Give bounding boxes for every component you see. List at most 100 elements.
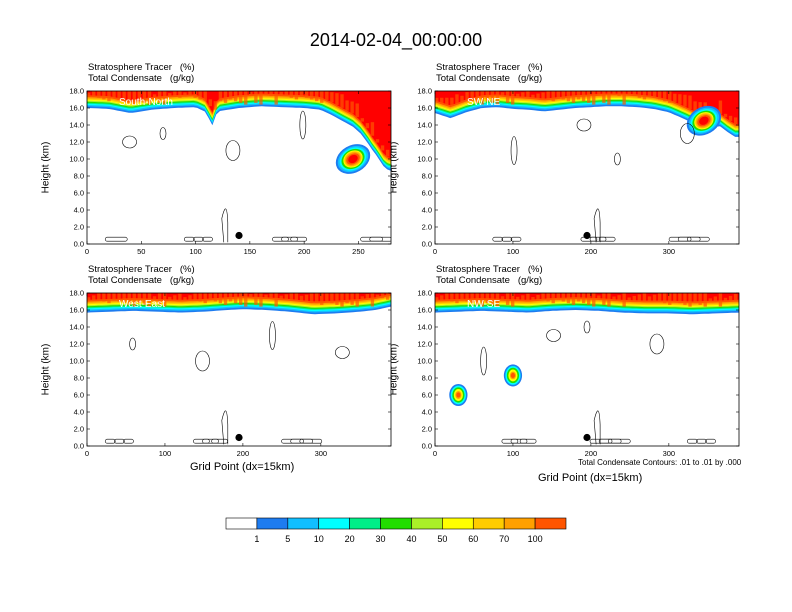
panel-3-tracer-streak [208,293,212,300]
panel-4-tracer-streak [587,293,591,305]
panel-4-tracer-streak [526,293,530,301]
panel-3-tracer-streak [370,293,375,307]
panel-1-tracer-streak [152,94,157,98]
panel-1-tracer-streak [157,91,162,103]
panel-3-tracer-streak [279,295,283,300]
panel-1-tracer-streak [178,91,182,98]
panel-2-tracer-streak [440,97,444,103]
panel-4-tracer-streak [718,293,723,307]
panel-4-tracer-streak [617,295,621,301]
panel-2-tracer-streak [556,91,560,99]
panel-2-ytick-label: 0.0 [422,240,432,249]
panel-3-ytick-label: 4.0 [74,408,84,417]
panel-2-tracer-streak [678,94,682,105]
panel-3-background [87,293,391,446]
panel-3-ytick-label: 6.0 [74,391,84,400]
panel-2-tracer-streak [652,91,657,98]
panel-4-tracer-streak [657,293,662,302]
panel-4-tracer-streak [511,293,515,307]
panel-1-tracer-streak [137,91,142,102]
panel-4-cloud-contour-low [696,438,707,444]
panel-2-cloud-contour-mid [576,118,592,132]
panel-4-tracer-streak [622,293,626,307]
panel-1-xtick-label: 50 [137,247,145,256]
panel-1-tracer-streak [92,91,96,97]
panel-1-tracer-streak [365,123,370,129]
panel-1-tracer-streak [264,91,268,95]
panel-1-tracer-streak [380,145,385,151]
panel-4-tracer-streak [688,293,692,307]
panel-4-ytick-label: 2.0 [422,425,432,434]
panel-2-tracer-streak [541,92,545,100]
panel-2-tracer-streak [536,93,540,99]
panel-2-header-line2: Total Condensate (g/kg) [436,73,543,84]
panel-2-tracer-streak [663,91,667,102]
panel-4-location-marker [583,433,591,442]
panel-3-header-line2: Total Condensate (g/kg) [88,275,195,286]
panel-4-tracer-streak [642,293,647,302]
panel-3-tracer-streak [178,293,182,301]
panel-3-tracer-streak [168,296,172,301]
panel-4-tracer-streak [505,293,510,305]
panel-4-tracer-streak [536,294,540,301]
panel-4-tracer-streak [728,295,733,302]
panel-4-xlabel: Grid Point (dx=15km) [538,472,643,484]
panel-1-ytick-label: 0.0 [74,240,84,249]
panel-3-tracer-streak [122,293,126,304]
panel-4-tracer-streak [723,297,728,302]
panel-2-plot: SW-NE 0.0 2.0 4.0 6.0 8.0 10.0 12.0 14.0 16.0 18.0… [417,87,740,256]
panel-3-tracer-streak [299,295,304,301]
panel-4-tracer-streak [683,293,687,305]
panel-1-ytick-label: 4.0 [74,206,84,215]
panel-4-tracer-streak [480,293,484,307]
panel-3-ytick-label: 12.0 [69,340,84,349]
colorbar-swatch-4 [349,517,381,530]
panel-3-ytick-label: 10.0 [69,357,84,366]
panel-2-tracer-streak [728,115,733,121]
panel-3-tower-contour [221,410,229,445]
panel-1-tracer-streak [259,91,263,105]
panel-3-cloud-contour-low [202,438,219,444]
panel-4-label: NW-SE [467,299,500,310]
colorbar-swatch-6 [411,517,443,530]
panel-4-cloud-contour-low [705,438,716,444]
panel-4-tracer-streak [546,293,550,302]
contour-note: Total Condensate Contours: .01 to .01 by… [578,458,742,467]
panel-2-intrusion-8 [699,116,709,125]
panel-1-tracer-streak [330,92,334,103]
panel-1-tracer-streak [279,91,283,96]
panel-3-tracer-streak [254,293,258,305]
panel-2-tracer-streak [617,91,621,97]
panel-4-header-line2: Total Condensate (g/kg) [436,275,543,286]
panel-1-tracer-streak [188,91,192,97]
panel-1-tracer-streak [244,91,248,105]
panel-1-cloud-contour-low [202,236,213,242]
panel-2-tracer-streak [642,91,647,100]
panel-2-ytick-label: 18.0 [417,87,432,96]
panel-3-tracer-streak [142,293,147,305]
panel-4-cloud-contour-low [687,438,698,444]
panel-3-tracer-streak [380,293,385,299]
panel-3-tracer-streak [360,296,364,300]
panel-4-tracer-streak [637,294,642,302]
panel-2-ytick-label: 10.0 [417,155,432,164]
panel-2-tracer-streak [531,94,535,99]
panel-2-ytick-label: 2.0 [422,223,432,232]
colorbar-label: 50 [437,534,447,544]
panel-4-tracer-streak [485,293,490,304]
panel-3-tracer-streak [340,293,344,307]
panel-2-tracer-streak [485,91,490,102]
panel-2-ytick-label: 12.0 [417,138,432,147]
panel-3-cloud-contour-low [193,438,210,444]
panel-2-tracer-streak [435,97,439,102]
panel-2-tracer-streak [718,100,723,115]
panel-1-ytick-label: 8.0 [74,172,84,181]
panel-1-ytick-label: 12.0 [69,138,84,147]
colorbar-swatch-8 [472,517,505,530]
panel-3-ytick-label: 2.0 [74,425,84,434]
panel-3-tracer-streak [320,293,324,305]
panel-2-ytick-label: 16.0 [417,104,432,113]
panel-3-cloud-contour-mid [335,346,350,359]
panel-3-tracer-streak [107,293,111,304]
panel-4-tracer-streak [597,295,601,299]
